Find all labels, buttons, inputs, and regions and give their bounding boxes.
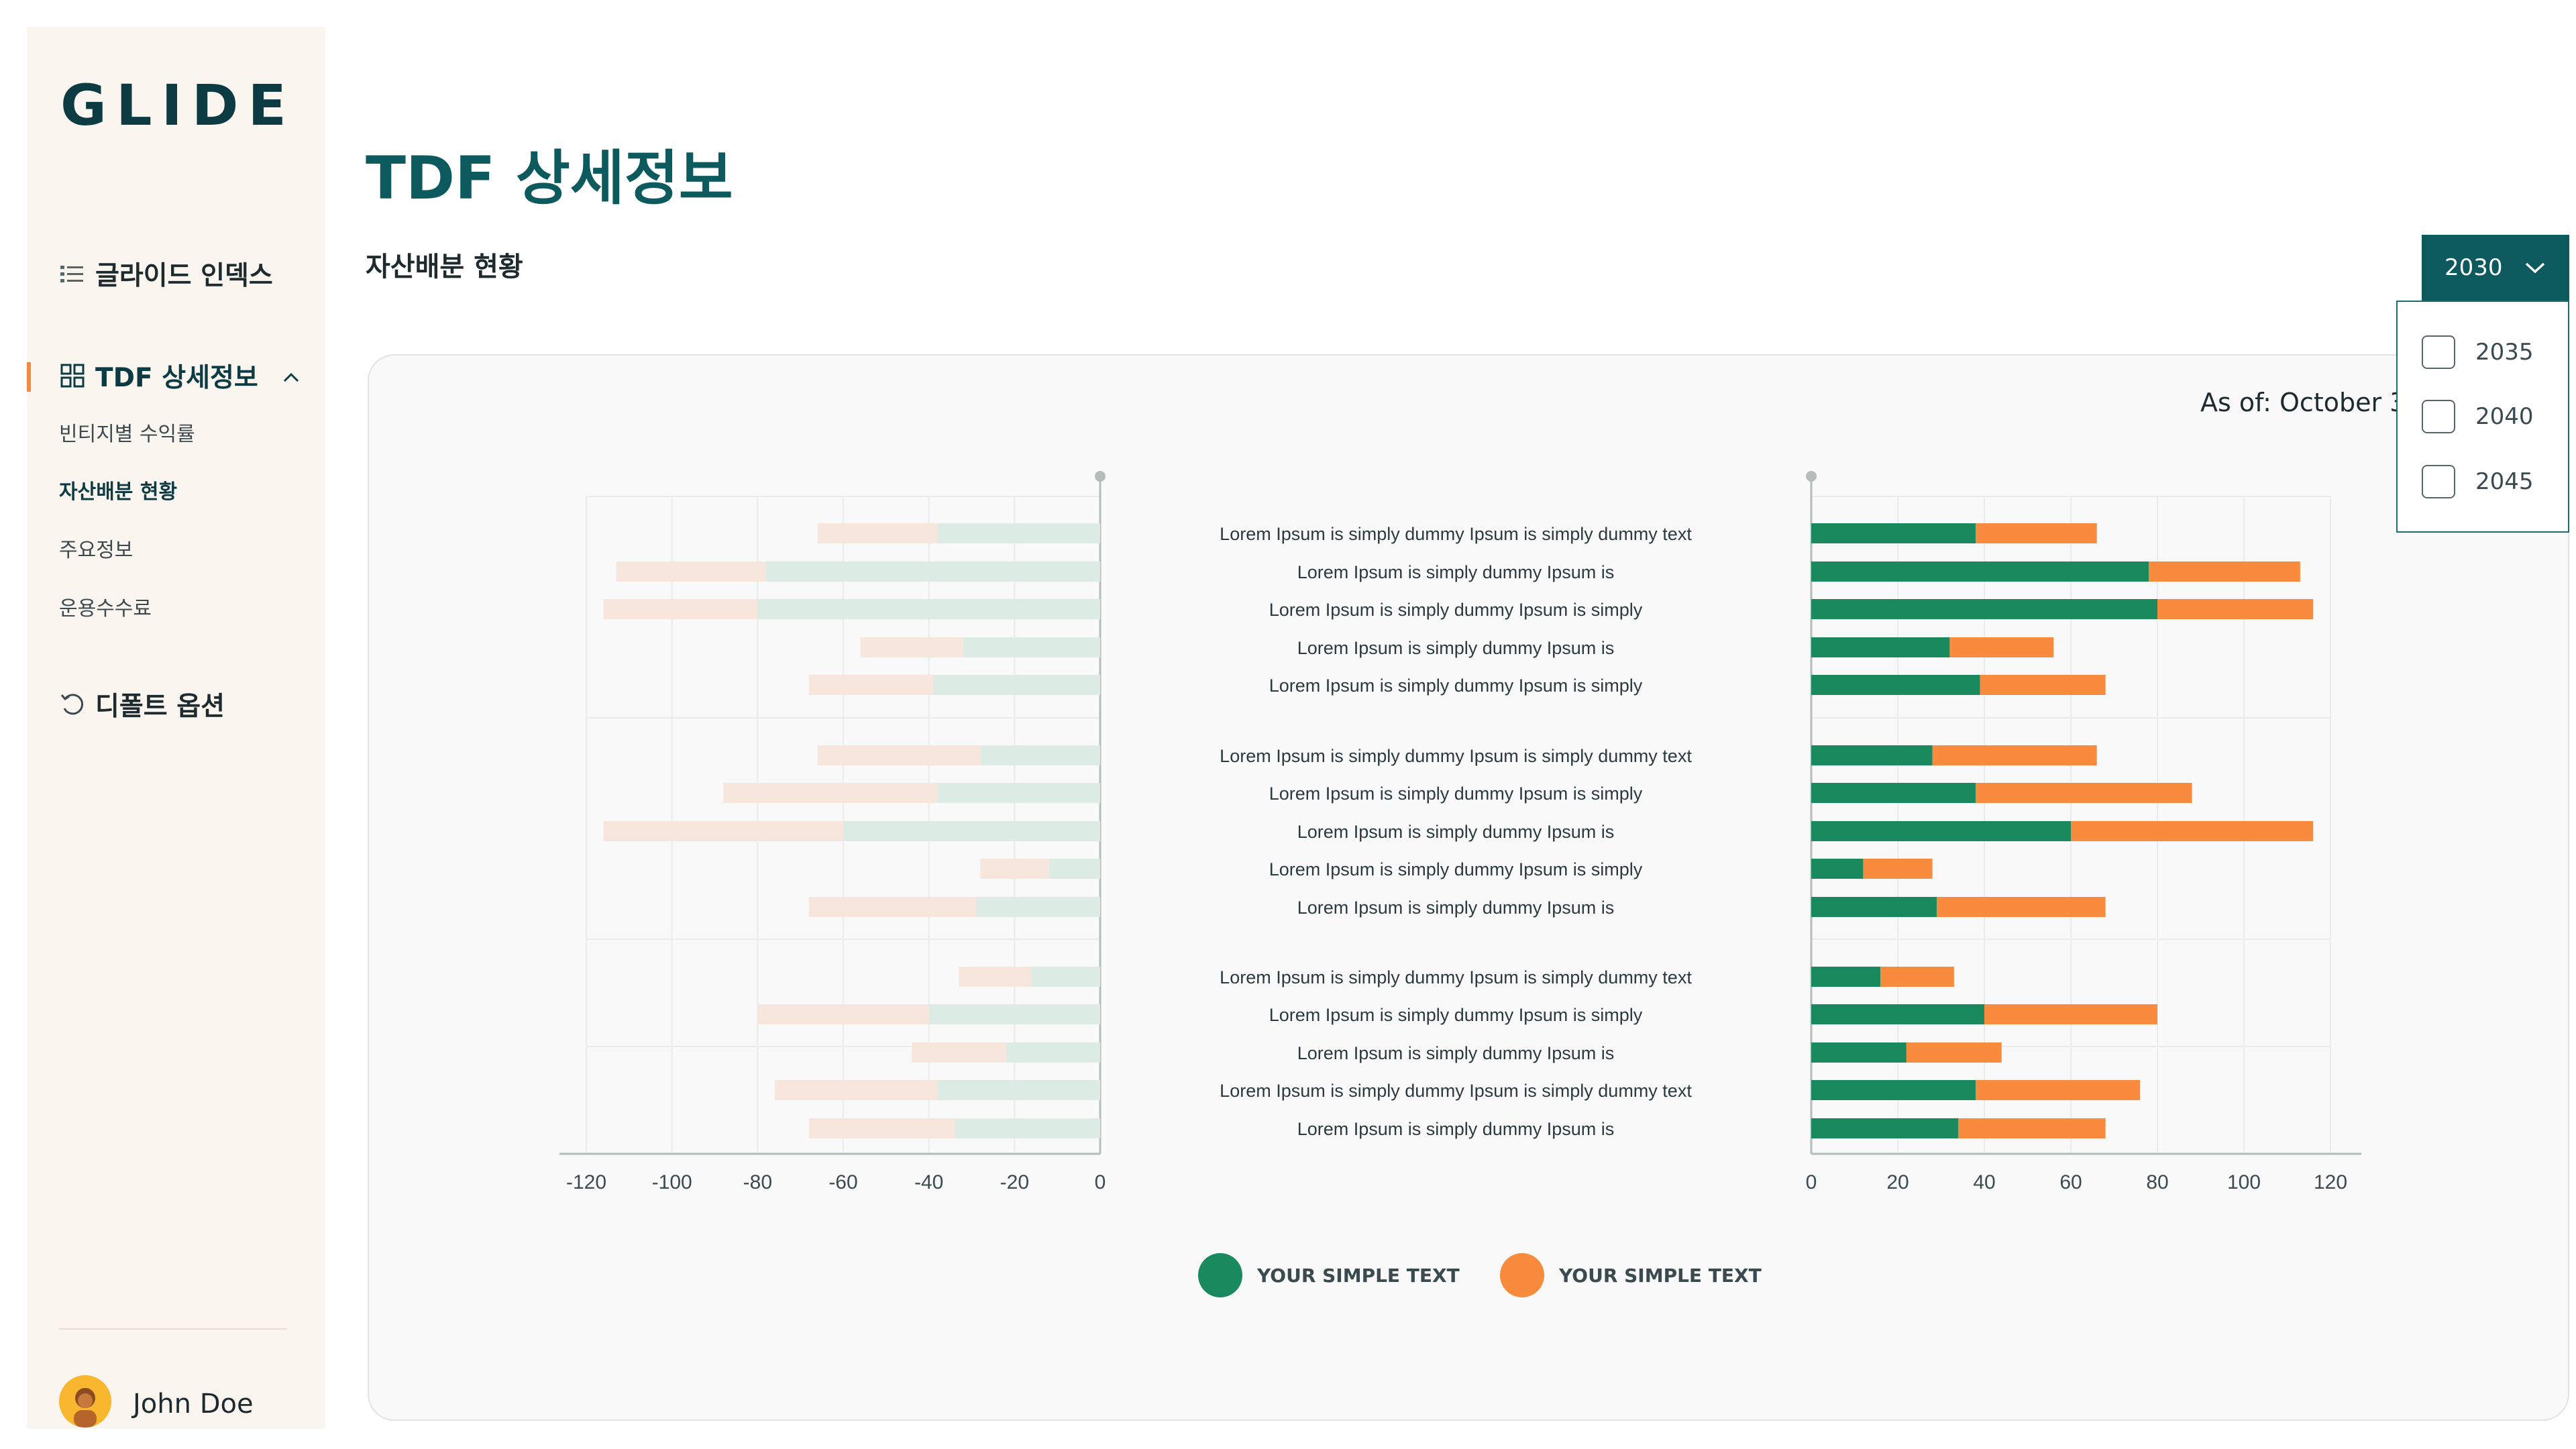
user-name[interactable]: John Doe [133,1389,254,1419]
page-title: TDF 상세정보 [366,144,733,213]
year-option-2040[interactable]: 2040 [2422,400,2534,433]
sidebar-divider [59,1328,287,1330]
chevron-up-icon[interactable] [281,361,301,391]
refresh-icon [59,691,86,718]
chevron-down-icon [2524,254,2546,281]
nav-tdf-detail[interactable]: TDF 상세정보 [59,357,301,394]
nav-default-option[interactable]: 디폴트 옵션 [59,686,225,723]
nav-glide-index-label: 글라이드 인덱스 [95,261,273,291]
year-select-value: 2030 [2445,254,2503,281]
legend-swatch [1198,1253,1242,1297]
checkbox[interactable] [2422,465,2455,498]
sub-item-vintage-returns[interactable]: 빈티지별 수익률 [59,423,195,446]
legend-label: YOUR SIMPLE TEXT [1257,1264,1460,1287]
sub-item-asset-allocation[interactable]: 자산배분 현황 [59,480,178,504]
legend-label: YOUR SIMPLE TEXT [1559,1264,1762,1287]
list-icon [59,260,86,287]
legend-swatch [1500,1253,1544,1297]
checkbox[interactable] [2422,335,2455,369]
nav-default-option-label: 디폴트 옵션 [95,692,225,722]
chart-card [368,354,2569,1421]
section-title: 자산배분 현황 [366,252,523,282]
logo: GLIDE [60,72,296,138]
legend-item-green: YOUR SIMPLE TEXT [1198,1253,1460,1297]
legend-item-orange: YOUR SIMPLE TEXT [1500,1253,1762,1297]
year-select[interactable]: 2030 [2422,235,2569,301]
sidebar: GLIDE 글라이드 인덱스 TDF 상세정보 빈티지별 수익률 자산배분 현황… [27,27,325,1429]
active-indicator [27,362,31,392]
sub-item-key-info[interactable]: 주요정보 [59,539,133,562]
grid-icon [59,362,86,389]
sub-item-fees[interactable]: 운용수수료 [59,597,152,621]
nav-glide-index[interactable]: 글라이드 인덱스 [59,255,273,292]
year-option-2035[interactable]: 2035 [2422,335,2534,369]
as-of-date: As of: October 31 [2200,388,2422,417]
nav-tdf-detail-label: TDF 상세정보 [95,363,258,393]
checkbox[interactable] [2422,400,2455,433]
avatar[interactable] [59,1375,111,1428]
year-dropdown: 2035 2040 2045 [2396,301,2569,533]
year-option-2045[interactable]: 2045 [2422,465,2534,498]
